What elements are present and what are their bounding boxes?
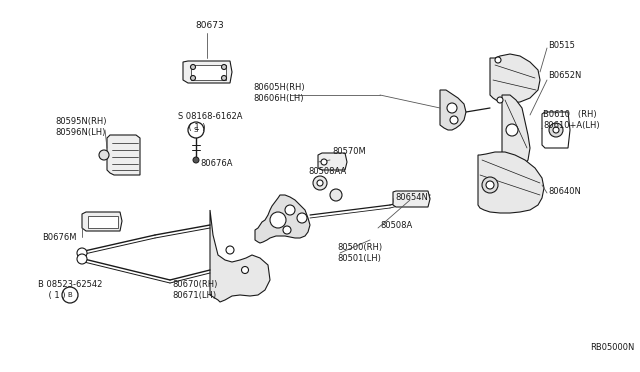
Circle shape [330, 189, 342, 201]
Circle shape [191, 64, 195, 70]
Circle shape [297, 213, 307, 223]
Text: B 08523-62542
    ( 1 ): B 08523-62542 ( 1 ) [38, 280, 102, 300]
Circle shape [486, 181, 494, 189]
Text: 80500(RH)
80501(LH): 80500(RH) 80501(LH) [337, 243, 382, 263]
Circle shape [506, 124, 518, 136]
Polygon shape [107, 135, 140, 175]
Circle shape [549, 123, 563, 137]
Circle shape [317, 180, 323, 186]
Polygon shape [502, 95, 530, 170]
Text: 80605H(RH)
80606H(LH): 80605H(RH) 80606H(LH) [253, 83, 305, 103]
Circle shape [226, 246, 234, 254]
Polygon shape [210, 210, 270, 302]
Text: B0676M: B0676M [42, 232, 77, 241]
Circle shape [495, 57, 501, 63]
Text: 80570M: 80570M [332, 148, 365, 157]
Circle shape [193, 157, 199, 163]
Circle shape [283, 226, 291, 234]
Circle shape [313, 176, 327, 190]
Circle shape [99, 150, 109, 160]
Text: 80595N(RH)
80596N(LH): 80595N(RH) 80596N(LH) [55, 117, 106, 137]
Text: 80508A: 80508A [380, 221, 412, 230]
Polygon shape [393, 191, 430, 207]
Text: B0652N: B0652N [548, 71, 581, 80]
Polygon shape [183, 61, 232, 83]
Circle shape [450, 116, 458, 124]
Text: 80670(RH)
80671(LH): 80670(RH) 80671(LH) [172, 280, 218, 300]
Circle shape [191, 76, 195, 80]
Polygon shape [318, 153, 347, 170]
Text: B0515: B0515 [548, 41, 575, 49]
Text: S 08168-6162A
    ( 1 ): S 08168-6162A ( 1 ) [178, 112, 243, 132]
Text: 80676A: 80676A [200, 158, 232, 167]
Circle shape [482, 177, 498, 193]
Polygon shape [490, 54, 540, 103]
Circle shape [62, 287, 78, 303]
Circle shape [321, 159, 327, 165]
Circle shape [270, 212, 286, 228]
Circle shape [221, 64, 227, 70]
Polygon shape [478, 152, 544, 213]
Circle shape [553, 127, 559, 133]
Circle shape [77, 248, 87, 258]
Text: S: S [194, 127, 198, 133]
Text: B: B [68, 292, 72, 298]
Polygon shape [542, 112, 570, 148]
Text: 80673: 80673 [195, 22, 224, 31]
Text: B0610   (RH)
80610+A(LH): B0610 (RH) 80610+A(LH) [543, 110, 600, 130]
Circle shape [497, 97, 503, 103]
Polygon shape [191, 65, 226, 80]
Polygon shape [88, 216, 118, 228]
Circle shape [447, 103, 457, 113]
Circle shape [221, 76, 227, 80]
Circle shape [188, 122, 204, 138]
Text: 80508AA: 80508AA [308, 167, 346, 176]
Polygon shape [255, 195, 310, 243]
Text: 80654N: 80654N [395, 193, 428, 202]
Polygon shape [82, 212, 122, 231]
Circle shape [241, 266, 248, 273]
Circle shape [285, 205, 295, 215]
Text: RB05000N: RB05000N [590, 343, 634, 352]
Text: 80640N: 80640N [548, 187, 581, 196]
Polygon shape [440, 90, 466, 130]
Circle shape [77, 254, 87, 264]
